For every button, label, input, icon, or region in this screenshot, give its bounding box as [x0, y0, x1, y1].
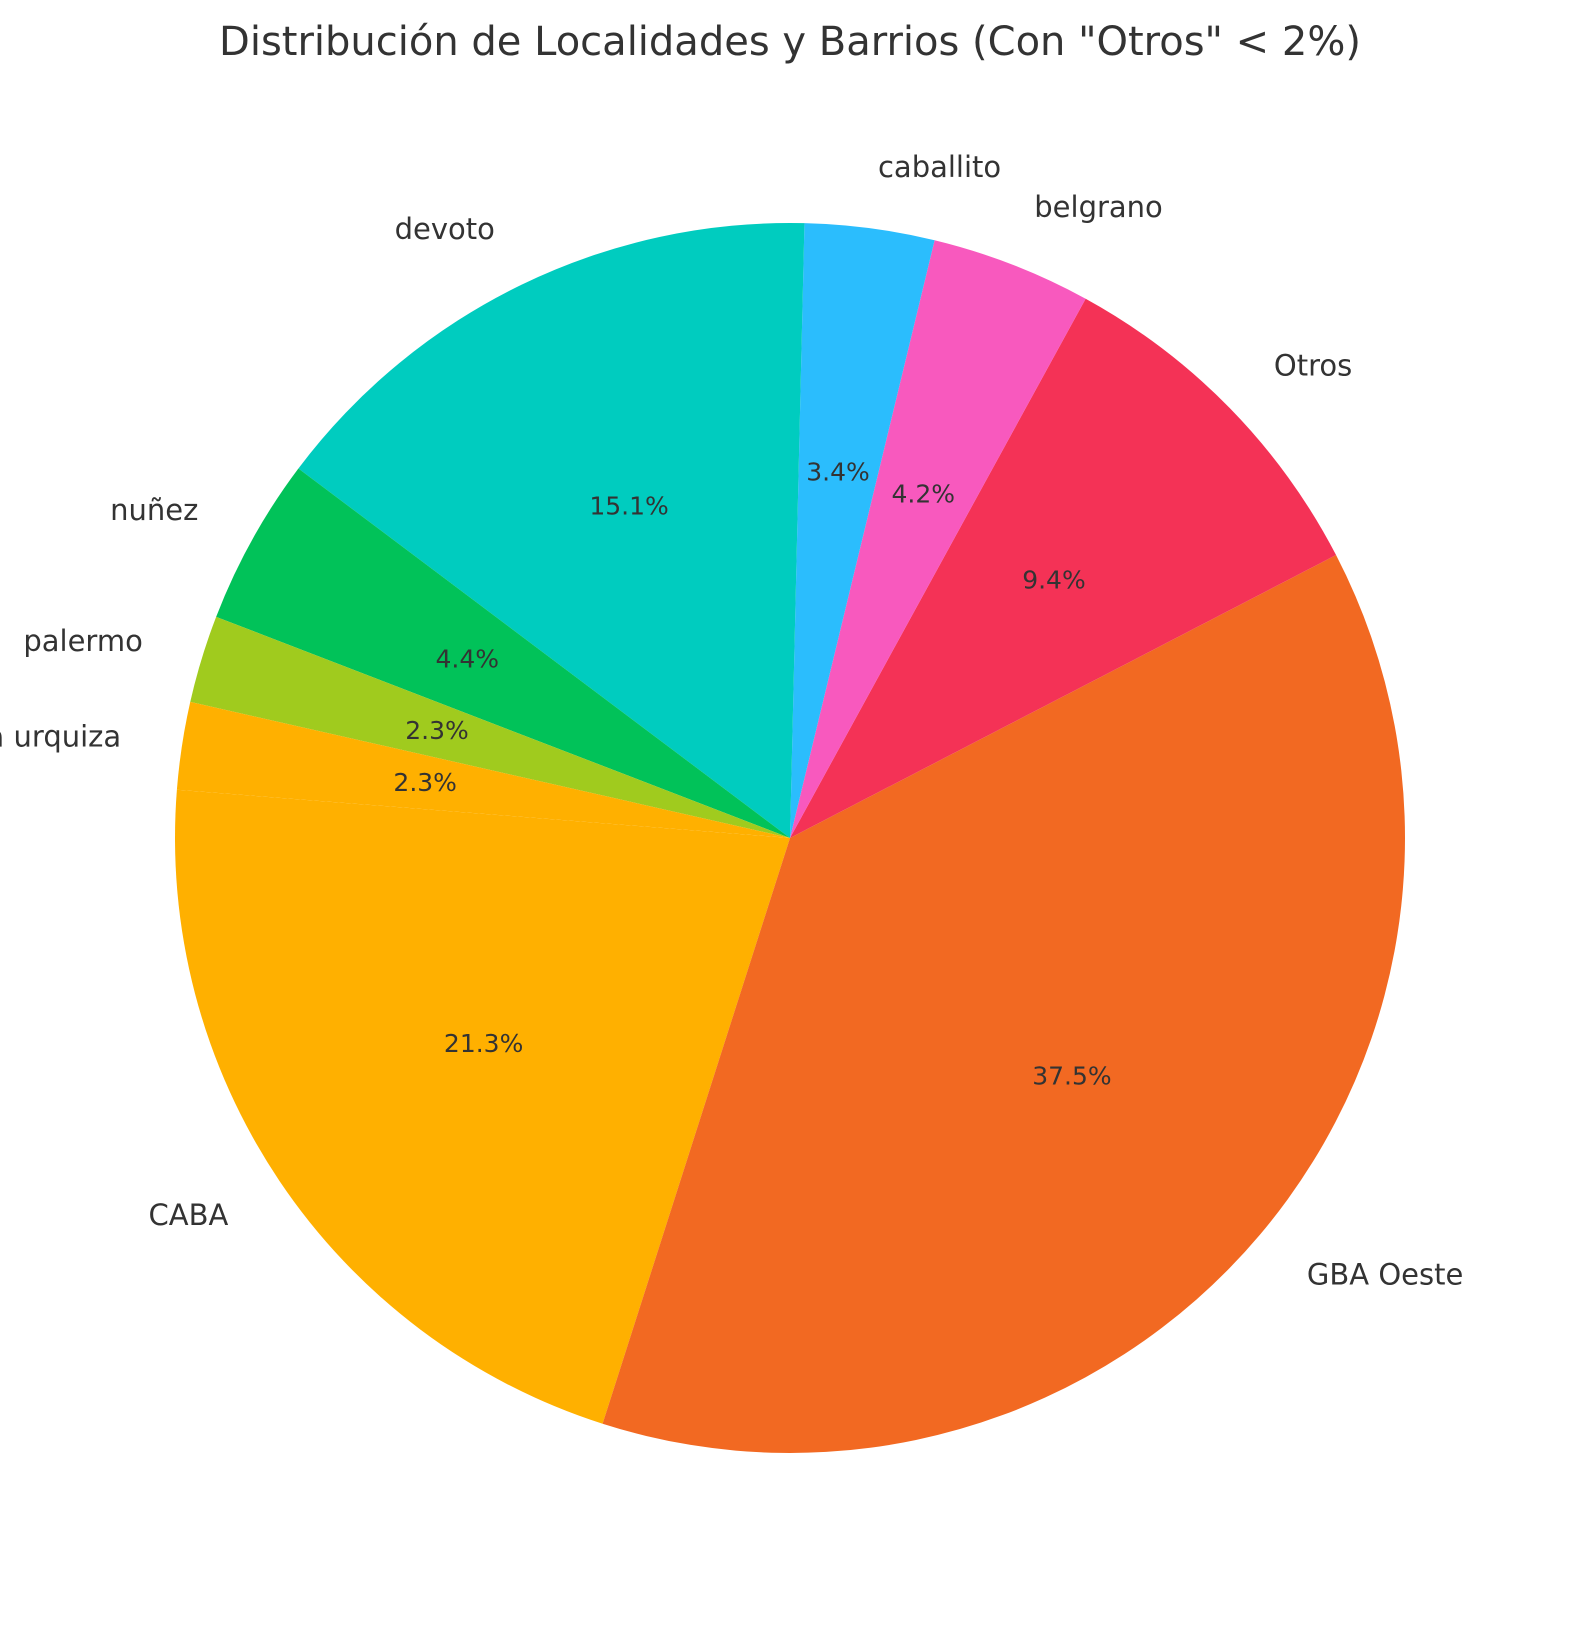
slice-label-palermo: palermo — [23, 624, 142, 658]
slice-label-belgrano: belgrano — [1034, 190, 1163, 224]
pie-slices — [174, 222, 1405, 1453]
slice-percent-caba: 21.3% — [444, 1029, 523, 1058]
slice-label-caballito: caballito — [878, 150, 1001, 184]
pie-slice-otros — [790, 298, 1337, 838]
pie-slice-palermo — [190, 616, 790, 838]
slice-percent-nuñez: 4.4% — [436, 645, 500, 674]
slice-label-gba-oeste: GBA Oeste — [1307, 1257, 1463, 1291]
chart-title: Distribución de Localidades y Barrios (C… — [219, 19, 1361, 65]
slice-percent-belgrano: 4.2% — [891, 479, 955, 508]
slice-percent-villa-urquiza: 2.3% — [393, 768, 457, 797]
slice-label-villa-urquiza: villa urquiza — [0, 719, 121, 753]
pie-slice-caba — [174, 789, 790, 1424]
pie-slice-gba-oeste — [602, 555, 1405, 1453]
pie-slice-nuñez — [216, 468, 790, 838]
pie-labels: CABA 21.3% GBA Oeste 37.5% Otros 9.4% belgrano… — [0, 150, 1463, 1291]
slice-label-nuñez: nuñez — [110, 493, 198, 527]
pie-slice-devoto — [298, 222, 805, 838]
slice-label-devoto: devoto — [395, 212, 495, 246]
slice-label-otros: Otros — [1274, 348, 1352, 382]
slice-percent-palermo: 2.3% — [405, 716, 469, 745]
pie-slice-belgrano — [790, 240, 1086, 839]
pie-slice-villa-urquiza — [176, 701, 790, 838]
slice-label-caba: CABA — [149, 1198, 229, 1232]
slice-percent-caballito: 3.4% — [806, 458, 870, 487]
pie-slice-caballito — [790, 223, 935, 838]
slice-percent-gba-oeste: 37.5% — [1032, 1062, 1111, 1091]
slice-percent-otros: 9.4% — [1022, 566, 1086, 595]
slice-percent-devoto: 15.1% — [589, 491, 668, 520]
